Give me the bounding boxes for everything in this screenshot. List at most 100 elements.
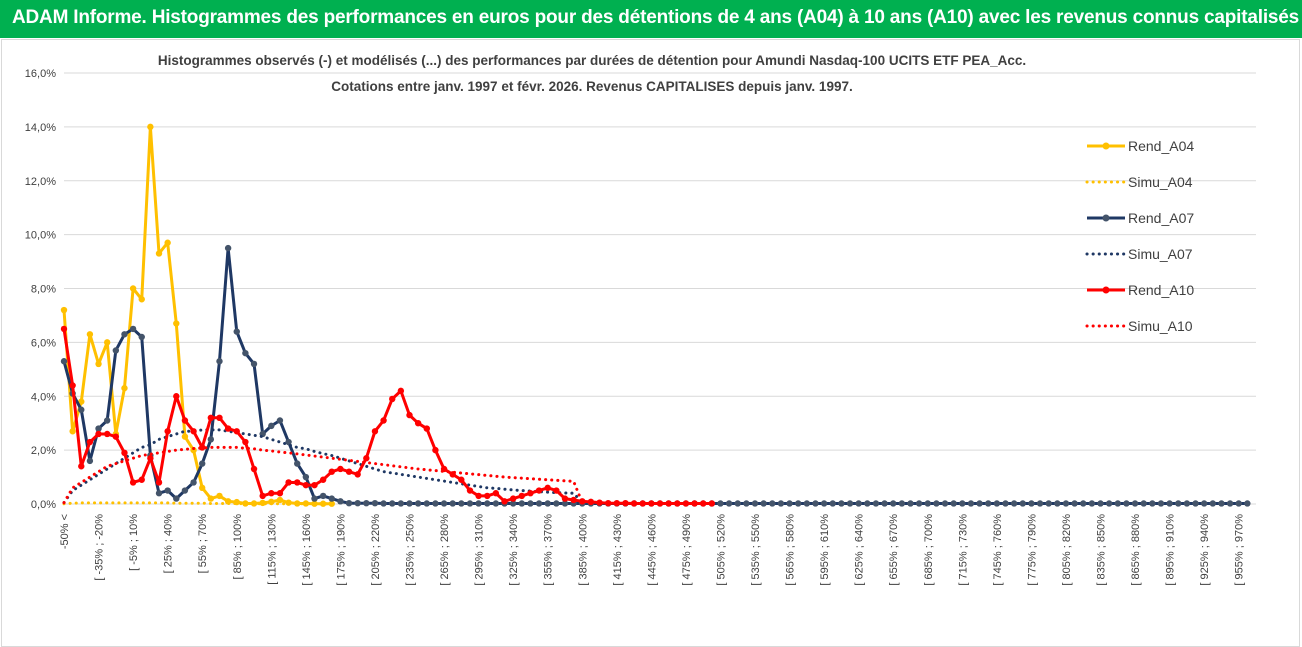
data-point <box>855 500 862 507</box>
data-point <box>1123 500 1130 507</box>
data-point <box>890 500 897 507</box>
data-point <box>121 384 128 392</box>
data-point <box>484 492 491 500</box>
y-tick-label: 16,0% <box>25 68 56 80</box>
data-point <box>207 495 215 502</box>
data-point <box>553 487 560 494</box>
data-point <box>294 479 301 486</box>
data-point <box>173 393 180 400</box>
x-tick-label: [ 895% ; 910% <box>1165 514 1177 586</box>
data-point <box>328 500 335 507</box>
data-point <box>155 490 163 497</box>
data-point <box>993 500 1001 507</box>
data-point <box>276 496 284 504</box>
data-point <box>492 500 500 507</box>
data-point <box>535 487 543 494</box>
legend-marker <box>1102 286 1110 294</box>
data-point <box>1149 500 1156 507</box>
data-point <box>1071 500 1078 507</box>
data-point <box>181 433 189 440</box>
data-point <box>345 468 353 475</box>
data-point <box>78 406 85 413</box>
data-point <box>769 500 776 507</box>
data-point <box>328 495 335 502</box>
data-point <box>121 331 128 338</box>
series-line <box>62 445 584 505</box>
data-point <box>1157 500 1165 507</box>
data-point <box>898 500 906 507</box>
legend-label: Simu_A07 <box>1128 246 1193 262</box>
data-point <box>1235 500 1242 507</box>
data-point <box>103 430 111 438</box>
x-tick-label: [ 475% ; 490% <box>681 514 693 586</box>
legend-item: Simu_A04 <box>1085 174 1193 190</box>
data-point <box>129 325 137 333</box>
data-point <box>1200 500 1208 507</box>
data-point <box>78 398 85 405</box>
data-point <box>224 244 232 252</box>
data-point <box>86 331 94 338</box>
x-tick-label: [ 25% ; 40% <box>163 514 175 574</box>
data-point <box>544 484 551 492</box>
x-tick-label: [ 145% ; 160% <box>301 514 313 586</box>
data-point <box>458 476 465 483</box>
data-point <box>518 500 525 507</box>
data-point <box>285 438 292 446</box>
data-point <box>389 395 396 403</box>
data-point <box>596 499 603 506</box>
legend-label: Rend_A07 <box>1128 210 1194 226</box>
data-point <box>509 495 517 502</box>
x-tick-label: [ 115% ; 130% <box>266 514 278 585</box>
data-point <box>276 417 284 424</box>
data-point <box>915 500 923 507</box>
data-point <box>60 358 68 365</box>
data-point <box>665 500 672 507</box>
report-banner: ADAM Informe. Histogrammes des performan… <box>0 0 1302 38</box>
data-point <box>501 498 508 505</box>
data-point <box>233 328 240 335</box>
data-point <box>440 500 448 507</box>
x-tick-label: [ 325% ; 340% <box>508 514 520 586</box>
x-tick-label: [ 505% ; 520% <box>715 514 727 586</box>
data-point <box>561 500 569 507</box>
data-point <box>328 468 335 475</box>
chart-subtitle: Cotations entre janv. 1997 et févr. 2026… <box>331 79 852 94</box>
data-point <box>242 349 249 357</box>
x-tick-label: [ -5% ; 10% <box>128 514 140 571</box>
x-tick-label: [ 925% ; 940% <box>1199 514 1211 586</box>
data-point <box>760 500 767 507</box>
data-point <box>147 455 154 462</box>
x-tick-label: [ 205% ; 220% <box>370 514 382 586</box>
x-tick-label: [ 595% ; 610% <box>819 514 831 586</box>
data-point <box>553 500 560 507</box>
data-point <box>432 446 439 454</box>
data-point <box>302 481 310 489</box>
data-point <box>1140 500 1147 507</box>
data-point <box>613 499 621 507</box>
x-tick-label: [ 535% ; 550% <box>750 514 762 586</box>
data-point <box>294 460 301 467</box>
x-tick-label: [ 415% ; 430% <box>612 514 624 586</box>
data-point <box>112 433 120 440</box>
series-lines <box>60 123 1251 507</box>
data-point <box>233 428 240 435</box>
data-point <box>812 500 819 507</box>
data-point <box>466 500 474 507</box>
x-tick-label: [ 235% ; 250% <box>405 514 417 586</box>
data-point <box>414 419 422 427</box>
data-point <box>173 320 180 327</box>
x-tick-label: [ 265% ; 280% <box>439 514 451 586</box>
data-point <box>164 239 171 246</box>
x-tick-label: [ 655% ; 670% <box>888 514 900 586</box>
data-point <box>199 484 206 492</box>
gridlines <box>64 72 1256 505</box>
y-tick-label: 8,0% <box>31 284 56 296</box>
y-tick-label: 6,0% <box>31 337 56 349</box>
data-point <box>302 473 310 481</box>
data-point <box>829 500 836 507</box>
series-rend-a04 <box>60 123 335 507</box>
data-point <box>648 500 655 507</box>
series-simu-a07 <box>62 428 584 505</box>
data-point <box>518 492 525 500</box>
data-point <box>112 347 120 354</box>
